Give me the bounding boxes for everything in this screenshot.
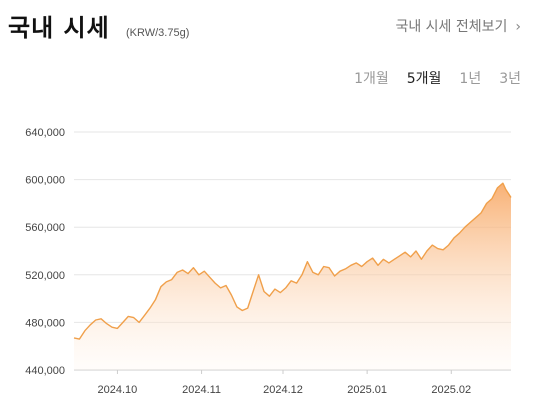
x-tick-label: 2024.12	[263, 384, 303, 396]
x-tick-label: 2024.10	[98, 384, 138, 396]
y-tick-label: 480,000	[25, 317, 65, 329]
unit-label: (KRW/3.75g)	[126, 27, 190, 39]
y-tick-label: 520,000	[25, 270, 65, 282]
y-tick-label: 640,000	[25, 127, 65, 139]
range-tab-5m[interactable]: 5개월	[406, 71, 442, 87]
x-tick-label: 2025.02	[431, 384, 471, 396]
view-all-link[interactable]: 국내 시세 전체보기 ›	[395, 16, 521, 36]
y-tick-label: 440,000	[25, 365, 65, 377]
range-tab-3y[interactable]: 3년	[499, 71, 521, 87]
y-tick-label: 560,000	[25, 222, 65, 234]
y-tick-label: 600,000	[25, 175, 65, 187]
range-selector: 1개월 5개월 1년 3년	[354, 68, 521, 88]
price-line	[73, 182, 512, 340]
x-tick-label: 2025.01	[347, 384, 387, 396]
price-area	[74, 183, 511, 370]
view-all-label: 국내 시세 전체보기	[395, 19, 508, 35]
x-tick-label: 2024.11	[182, 384, 221, 396]
range-tab-1y[interactable]: 1년	[459, 71, 482, 87]
chevron-right-icon: ›	[515, 19, 521, 35]
page-title: 국내 시세	[8, 14, 110, 42]
range-tab-1m[interactable]: 1개월	[354, 71, 389, 87]
